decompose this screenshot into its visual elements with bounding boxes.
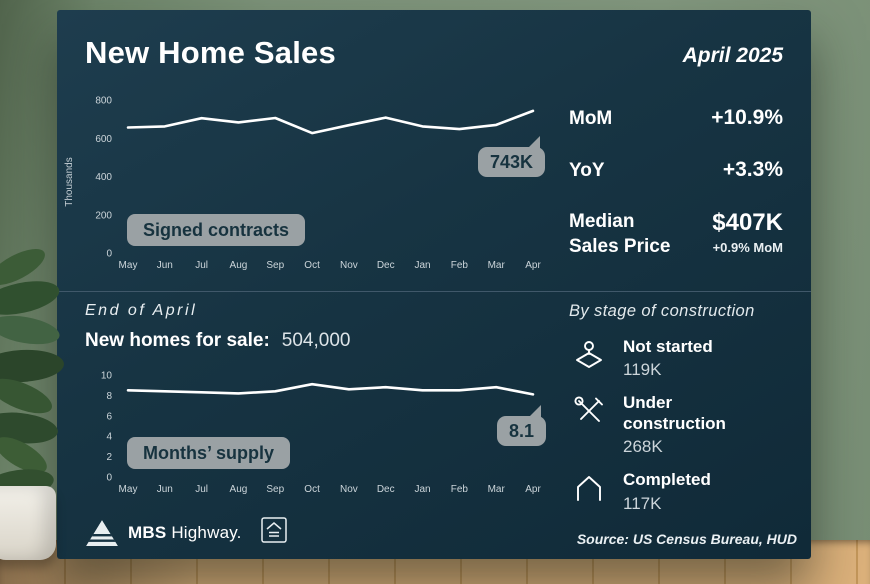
section-divider: [57, 291, 811, 292]
yoy-value: +3.3%: [722, 158, 783, 181]
svg-text:400: 400: [95, 172, 112, 183]
median-price-value: $407K: [712, 209, 783, 236]
equal-housing-logo-icon: [260, 516, 288, 549]
svg-text:0: 0: [106, 473, 112, 484]
median-label-line2: Sales Price: [569, 235, 671, 257]
svg-text:Jan: Jan: [414, 484, 430, 495]
svg-text:Sep: Sep: [266, 260, 284, 271]
stage-label: Completed: [623, 470, 711, 490]
period-label: End of April: [85, 302, 198, 319]
svg-text:Feb: Feb: [451, 260, 469, 271]
homes-for-sale-value: 504,000: [281, 330, 351, 351]
stage-label: Under construction: [623, 393, 726, 433]
signed-contracts-chart: 0 200 400 600 800 May Jun Jul Aug Sep Oct Nov Dec Jan…: [95, 96, 541, 272]
stage-text: Under construction 268K: [623, 393, 763, 457]
report-date: April 2025: [682, 44, 783, 67]
svg-text:Jan: Jan: [414, 260, 430, 271]
plant-leaf: [0, 311, 62, 349]
page-title: New Home Sales: [85, 35, 336, 70]
homes-for-sale-label: New homes for sale:: [85, 330, 270, 351]
source-attribution: Source: US Census Bureau, HUD: [576, 531, 797, 547]
mom-row: MoM +10.9%: [569, 106, 783, 130]
svg-text:Sep: Sep: [266, 484, 284, 495]
yoy-label: YoY: [569, 160, 605, 181]
svg-text:Aug: Aug: [230, 484, 248, 495]
svg-text:8: 8: [106, 391, 112, 402]
footer: MBS Highway.: [85, 516, 288, 549]
svg-text:2: 2: [106, 452, 112, 463]
brand-text-rest: Highway.: [171, 522, 242, 542]
svg-text:Jun: Jun: [157, 260, 173, 271]
y-axis-label: Thousands: [64, 157, 75, 207]
svg-text:6: 6: [106, 411, 112, 422]
mom-value: +10.9%: [711, 106, 783, 129]
svg-text:Jul: Jul: [195, 260, 208, 271]
svg-text:Jul: Jul: [195, 484, 208, 495]
stages-heading: By stage of construction: [569, 302, 755, 320]
svg-text:Jun: Jun: [157, 484, 173, 495]
svg-text:Nov: Nov: [340, 484, 358, 495]
stage-label: Not started: [623, 337, 713, 356]
yoy-row: YoY +3.3%: [569, 158, 783, 182]
stage-completed: Completed 117K: [569, 470, 807, 513]
svg-text:10: 10: [101, 371, 113, 382]
months-supply-badge: Months’ supply: [127, 437, 291, 469]
median-price-mom: +0.9% MoM: [712, 240, 783, 256]
mbs-highway-logo: MBS Highway.: [85, 519, 242, 547]
median-label-line1: Median: [569, 211, 635, 232]
stats-panel: MoM +10.9% YoY +3.3% Median Sales Price …: [569, 106, 783, 259]
months-supply-chart: 0 2 4 6 8 10 May Jun Jul Aug Sep Oct Nov Dec Jan Feb Mar…: [101, 371, 542, 496]
svg-text:0: 0: [106, 249, 112, 260]
construction-stages-panel: By stage of construction Not started 119…: [569, 302, 807, 527]
mountain-logo-icon: [86, 519, 118, 546]
brand-text: MBS Highway.: [128, 523, 242, 543]
house-icon: [569, 470, 609, 506]
stage-value: 119K: [623, 360, 662, 380]
land-pin-icon: [569, 337, 609, 373]
svg-text:May: May: [119, 484, 138, 495]
stage-value: 117K: [623, 493, 662, 513]
homes-for-sale-row: New homes for sale: 504,000: [85, 330, 350, 352]
median-price-label: Median Sales Price: [569, 210, 670, 259]
svg-text:800: 800: [95, 96, 112, 107]
infographic-card: New Home Sales April 2025 Thousands 0 200…: [57, 10, 811, 559]
mom-label: MoM: [569, 108, 613, 129]
svg-text:Mar: Mar: [488, 484, 506, 495]
svg-text:Aug: Aug: [230, 260, 248, 271]
median-price-row: Median Sales Price $407K +0.9% MoM: [569, 209, 783, 259]
svg-text:Apr: Apr: [525, 260, 541, 271]
stage-text: Not started 119K: [623, 337, 713, 380]
svg-text:May: May: [119, 260, 138, 271]
stage-text: Completed 117K: [623, 470, 711, 513]
svg-text:Dec: Dec: [377, 484, 395, 495]
svg-text:Oct: Oct: [304, 484, 320, 495]
stage-value: 268K: [623, 437, 663, 457]
stage-under-construction: Under construction 268K: [569, 393, 807, 457]
supply-value-callout: 8.1: [497, 405, 547, 446]
svg-text:600: 600: [95, 134, 112, 145]
svg-text:Mar: Mar: [488, 260, 506, 271]
svg-text:Apr: Apr: [525, 484, 541, 495]
svg-text:200: 200: [95, 210, 112, 221]
latest-value-callout: 743K: [478, 136, 546, 177]
svg-text:4: 4: [106, 432, 112, 443]
signed-contracts-badge: Signed contracts: [127, 214, 306, 246]
svg-text:Feb: Feb: [451, 484, 469, 495]
svg-text:Dec: Dec: [377, 260, 395, 271]
plant-pot: [0, 486, 56, 560]
tools-icon: [569, 393, 609, 429]
brand-text-bold: MBS: [128, 522, 167, 542]
median-price-values: $407K +0.9% MoM: [712, 209, 783, 256]
svg-text:Oct: Oct: [304, 260, 320, 271]
stage-not-started: Not started 119K: [569, 337, 807, 380]
svg-text:Nov: Nov: [340, 260, 358, 271]
